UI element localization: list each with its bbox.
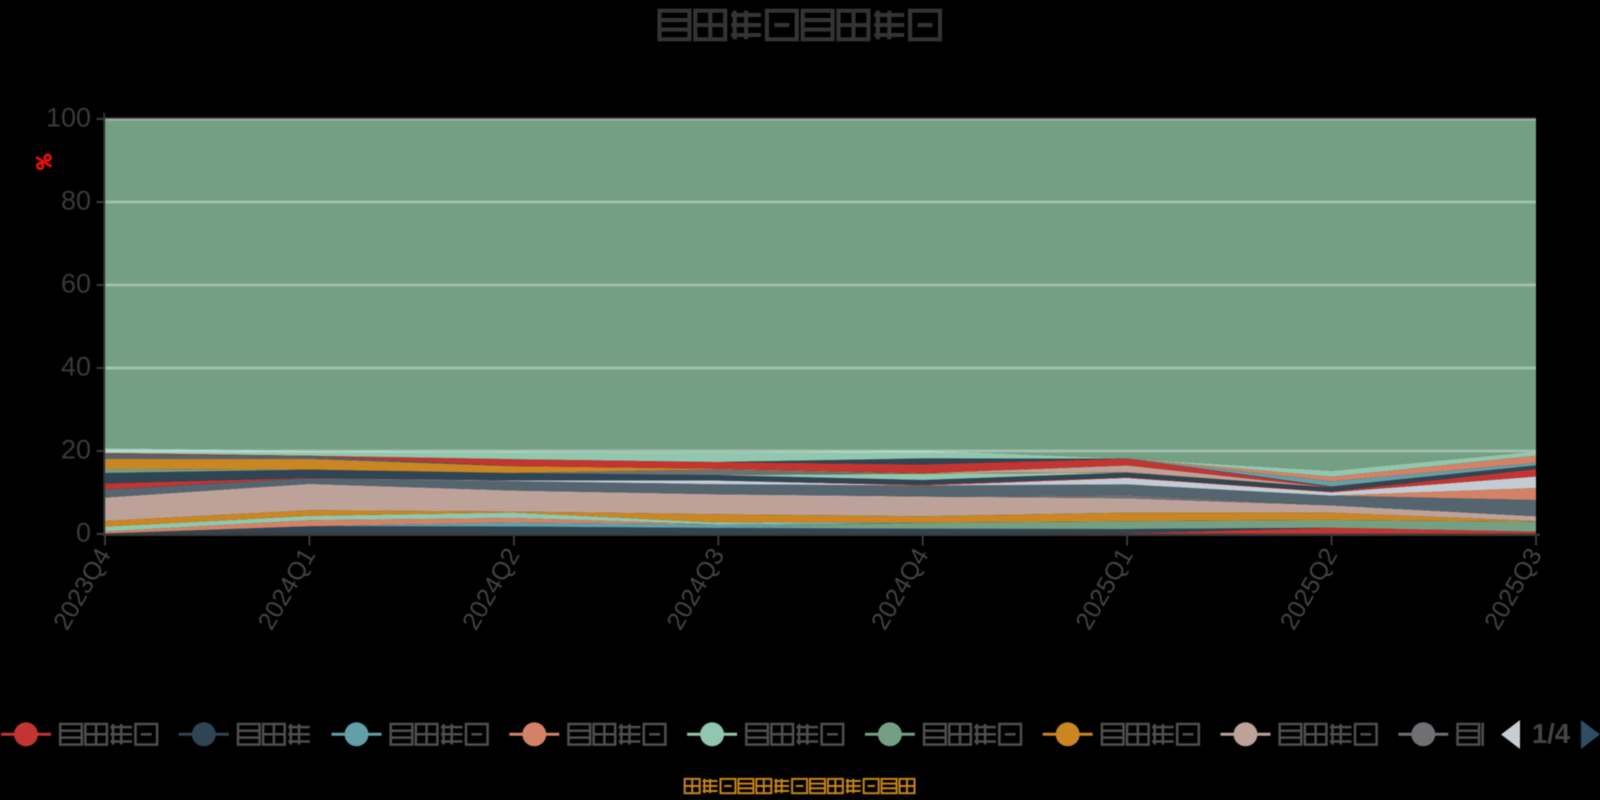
svg-text:60: 60 (61, 269, 91, 299)
svg-text:80: 80 (61, 186, 91, 216)
svg-text:20: 20 (61, 435, 91, 465)
svg-text:100: 100 (46, 103, 91, 133)
svg-text:40: 40 (61, 352, 91, 382)
svg-text:1/4: 1/4 (1532, 718, 1571, 749)
svg-text:0: 0 (76, 518, 91, 548)
